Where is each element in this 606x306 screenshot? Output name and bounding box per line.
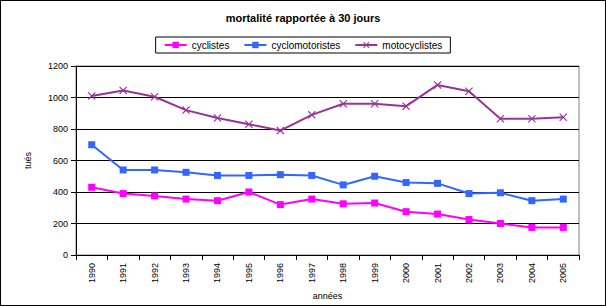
svg-text:tués: tués — [23, 151, 33, 169]
svg-text:1998: 1998 — [338, 263, 348, 283]
svg-text:1993: 1993 — [181, 263, 191, 283]
svg-text:2001: 2001 — [433, 263, 443, 283]
svg-text:1997: 1997 — [307, 263, 317, 283]
svg-text:cyclistes: cyclistes — [192, 40, 230, 51]
svg-text:1992: 1992 — [150, 263, 160, 283]
svg-text:motocyclistes: motocyclistes — [382, 40, 442, 51]
svg-text:2000: 2000 — [401, 263, 411, 283]
svg-text:2002: 2002 — [464, 263, 474, 283]
svg-text:2003: 2003 — [495, 263, 505, 283]
svg-text:1000: 1000 — [48, 93, 68, 103]
svg-text:cyclomotoristes: cyclomotoristes — [271, 40, 340, 51]
svg-text:1200: 1200 — [48, 61, 68, 71]
svg-text:200: 200 — [53, 219, 68, 229]
svg-text:mortalité rapportée à 30 jours: mortalité rapportée à 30 jours — [226, 12, 381, 24]
svg-text:1999: 1999 — [370, 263, 380, 283]
svg-text:1995: 1995 — [244, 263, 254, 283]
svg-text:1996: 1996 — [275, 263, 285, 283]
svg-text:1994: 1994 — [212, 263, 222, 283]
svg-text:2004: 2004 — [527, 263, 537, 283]
svg-text:800: 800 — [53, 124, 68, 134]
svg-text:1990: 1990 — [87, 263, 97, 283]
svg-text:0: 0 — [63, 250, 68, 260]
svg-text:400: 400 — [53, 187, 68, 197]
svg-text:années: années — [313, 291, 343, 301]
svg-text:1991: 1991 — [118, 263, 128, 283]
svg-text:600: 600 — [53, 156, 68, 166]
svg-text:2005: 2005 — [558, 263, 568, 283]
